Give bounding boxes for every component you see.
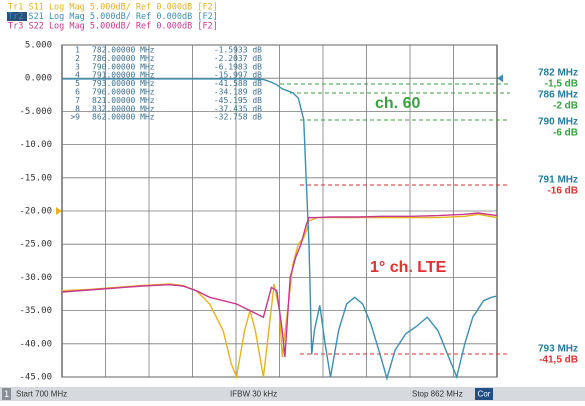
marker-cell: 862.00000 MHz <box>92 113 155 122</box>
ref-arrow-right <box>497 74 503 83</box>
marker-cell: 793.00000 MHz <box>92 79 155 88</box>
y-tick-label: -30.00 <box>19 273 52 283</box>
annotation-level: -16 dB <box>547 186 578 197</box>
marker-cell: 782.00000 MHz <box>92 46 155 55</box>
trace <box>62 78 498 381</box>
marker-cell: -1.5933 dB <box>214 46 262 55</box>
marker-cell: -6.1983 dB <box>214 62 262 71</box>
channel-box <box>2 388 11 400</box>
trace-header: Tr1 S11 Log Mag 5.000dB/ Ref 0.000dB [F2… <box>8 3 218 13</box>
annotation-level: -2 dB <box>553 101 578 112</box>
channel-number: 1 <box>4 390 9 400</box>
marker-cell: 790.00000 MHz <box>92 62 155 71</box>
ifbw: IFBW 30 kHz <box>230 390 277 399</box>
marker-cell: >9 <box>70 113 80 122</box>
passband-label: ch. 60 <box>375 95 420 112</box>
annotation-freq: 791 MHz <box>538 175 578 186</box>
trace <box>61 212 498 358</box>
annotation-freq: 790 MHz <box>538 117 578 128</box>
active-trace-highlight <box>7 12 27 21</box>
annotation-freq: 782 MHz <box>538 68 578 79</box>
ref-arrow-left <box>56 207 62 215</box>
y-tick-label: -5.000 <box>19 107 52 117</box>
trace-header: Tr2 S21 Log Mag 5.000dB/ Ref 0.000dB [F2… <box>8 12 218 22</box>
marker-cell: 832.00000 MHz <box>92 104 155 113</box>
annotation-freq: 793 MHz <box>538 344 578 355</box>
marker-cell: 796.00000 MHz <box>92 88 155 97</box>
annotation-freq: 786 MHz <box>538 90 578 101</box>
start-freq: Start 700 MHz <box>16 390 67 399</box>
marker-cell: -2.2037 dB <box>214 54 262 63</box>
marker-cell: 8 <box>75 104 80 113</box>
y-tick-label: -10.00 <box>19 140 52 150</box>
marker-cell: -32.758 dB <box>214 113 262 122</box>
cor-label: Cor <box>478 390 491 399</box>
marker-cell: -45.195 dB <box>214 96 262 105</box>
marker-cell: 3 <box>75 62 80 71</box>
stop-freq: Stop 862 MHz <box>412 390 463 399</box>
marker-cell: 821.00000 MHz <box>92 96 155 105</box>
y-tick-label: 5.000 <box>25 41 52 51</box>
annotation-level: -41,5 dB <box>539 355 578 366</box>
marker-cell: 7 <box>75 96 80 105</box>
stopband-label: 1° ch. LTE <box>370 259 447 276</box>
annotation-level: -6 dB <box>553 128 578 139</box>
marker-cell: -34.189 dB <box>214 88 262 97</box>
marker-cell: 786.00000 MHz <box>92 54 155 63</box>
marker-cell: -37.435 dB <box>214 104 262 113</box>
marker-cell: -15.997 dB <box>214 71 262 80</box>
y-tick-label: 0.000 <box>25 74 52 84</box>
marker-cell: 791.00000 MHz <box>92 71 155 80</box>
y-tick-label: -40.00 <box>19 339 52 349</box>
y-tick-label: -20.00 <box>19 207 52 217</box>
marker-cell: -41.588 dB <box>214 79 262 88</box>
trace-header: Tr3 S22 Log Mag 5.000dB/ Ref 0.000dB [F2… <box>8 22 218 32</box>
y-tick-label: -35.00 <box>19 306 52 316</box>
marker-cell: 4 <box>75 71 80 80</box>
y-tick-label: -15.00 <box>19 173 52 183</box>
marker-cell: 5 <box>75 79 80 88</box>
y-tick-label: -45.00 <box>19 373 52 383</box>
marker-cell: 2 <box>75 54 80 63</box>
marker-cell: 1 <box>75 46 80 55</box>
marker-cell: 6 <box>75 88 80 97</box>
cor-box <box>475 388 493 400</box>
annotation-level: -1,5 dB <box>545 79 578 90</box>
footer-bar <box>0 387 585 401</box>
y-tick-label: -25.00 <box>19 240 52 250</box>
